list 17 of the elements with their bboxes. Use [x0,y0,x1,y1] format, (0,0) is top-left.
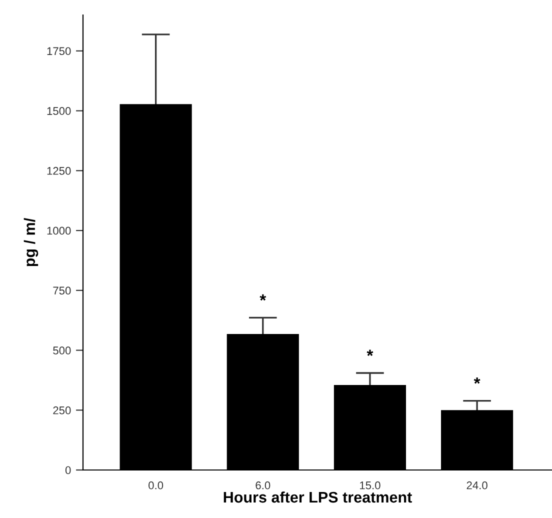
y-tick-label: 1750 [47,47,71,56]
y-tick-label: 1500 [47,107,71,115]
x-tick-label: 0.0 [148,481,164,490]
y-tick-label: 500 [53,346,71,354]
y-tick-label: 1250 [47,166,71,175]
annotation: * [366,350,374,356]
x-tick-label: 6.0 [256,481,270,490]
annotation: * [260,294,266,301]
x-axis-title: Hours after LPS treatment [224,491,412,503]
y-tick-label: 0 [65,466,71,474]
y-tick-label: 250 [53,406,71,414]
y-tick-label: 1000 [47,226,71,235]
x-tick-label: 24.0 [466,481,488,490]
y-tick-label: 750 [53,286,71,295]
annotation: * [474,378,480,384]
x-tick-label: 15.0 [360,481,380,490]
y-axis-title: pg / m/ [24,218,38,266]
